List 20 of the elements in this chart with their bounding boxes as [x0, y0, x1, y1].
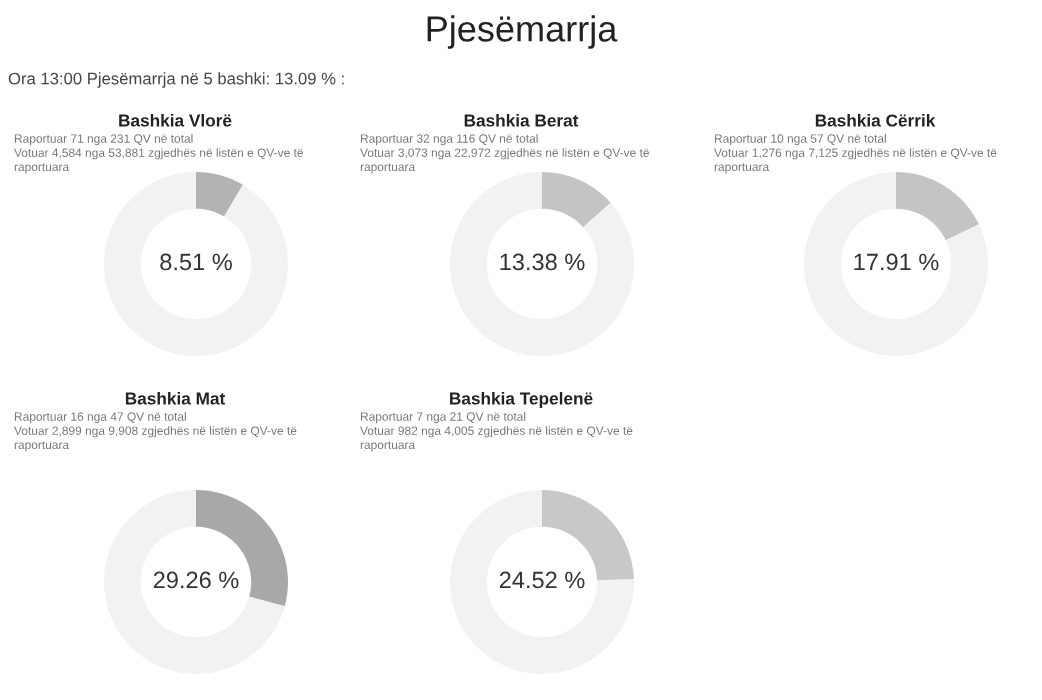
donut-slice — [196, 172, 243, 217]
donut-slice — [804, 172, 988, 356]
chart-title: Bashkia Vlorë — [119, 113, 232, 127]
chart-title: Bashkia Cërrik — [815, 113, 936, 127]
donut-slice — [104, 490, 285, 674]
donut-slice — [104, 172, 288, 356]
data-label: 13.38 % — [500, 253, 585, 271]
chart-title: Bashkia Tepelenë — [450, 391, 593, 409]
text: Ora 13:00 Pjesëmarrja në 5 bashki: 13.09 % : — [8, 72, 344, 88]
data-label: 17.91 % — [854, 253, 939, 271]
donut-slice — [450, 490, 634, 674]
donut-slice — [542, 172, 611, 228]
donut-slice — [896, 172, 980, 241]
data-label: 24.52 % — [499, 571, 585, 589]
data-label: 29.26 % — [153, 571, 239, 589]
chart-title: Bashkia Berat — [464, 113, 579, 127]
data-label: 8.51 % — [160, 253, 232, 271]
donut-slice — [450, 172, 634, 356]
text: Pjesëmarrja — [427, 15, 618, 49]
chart-title: Bashkia Mat — [125, 391, 226, 405]
